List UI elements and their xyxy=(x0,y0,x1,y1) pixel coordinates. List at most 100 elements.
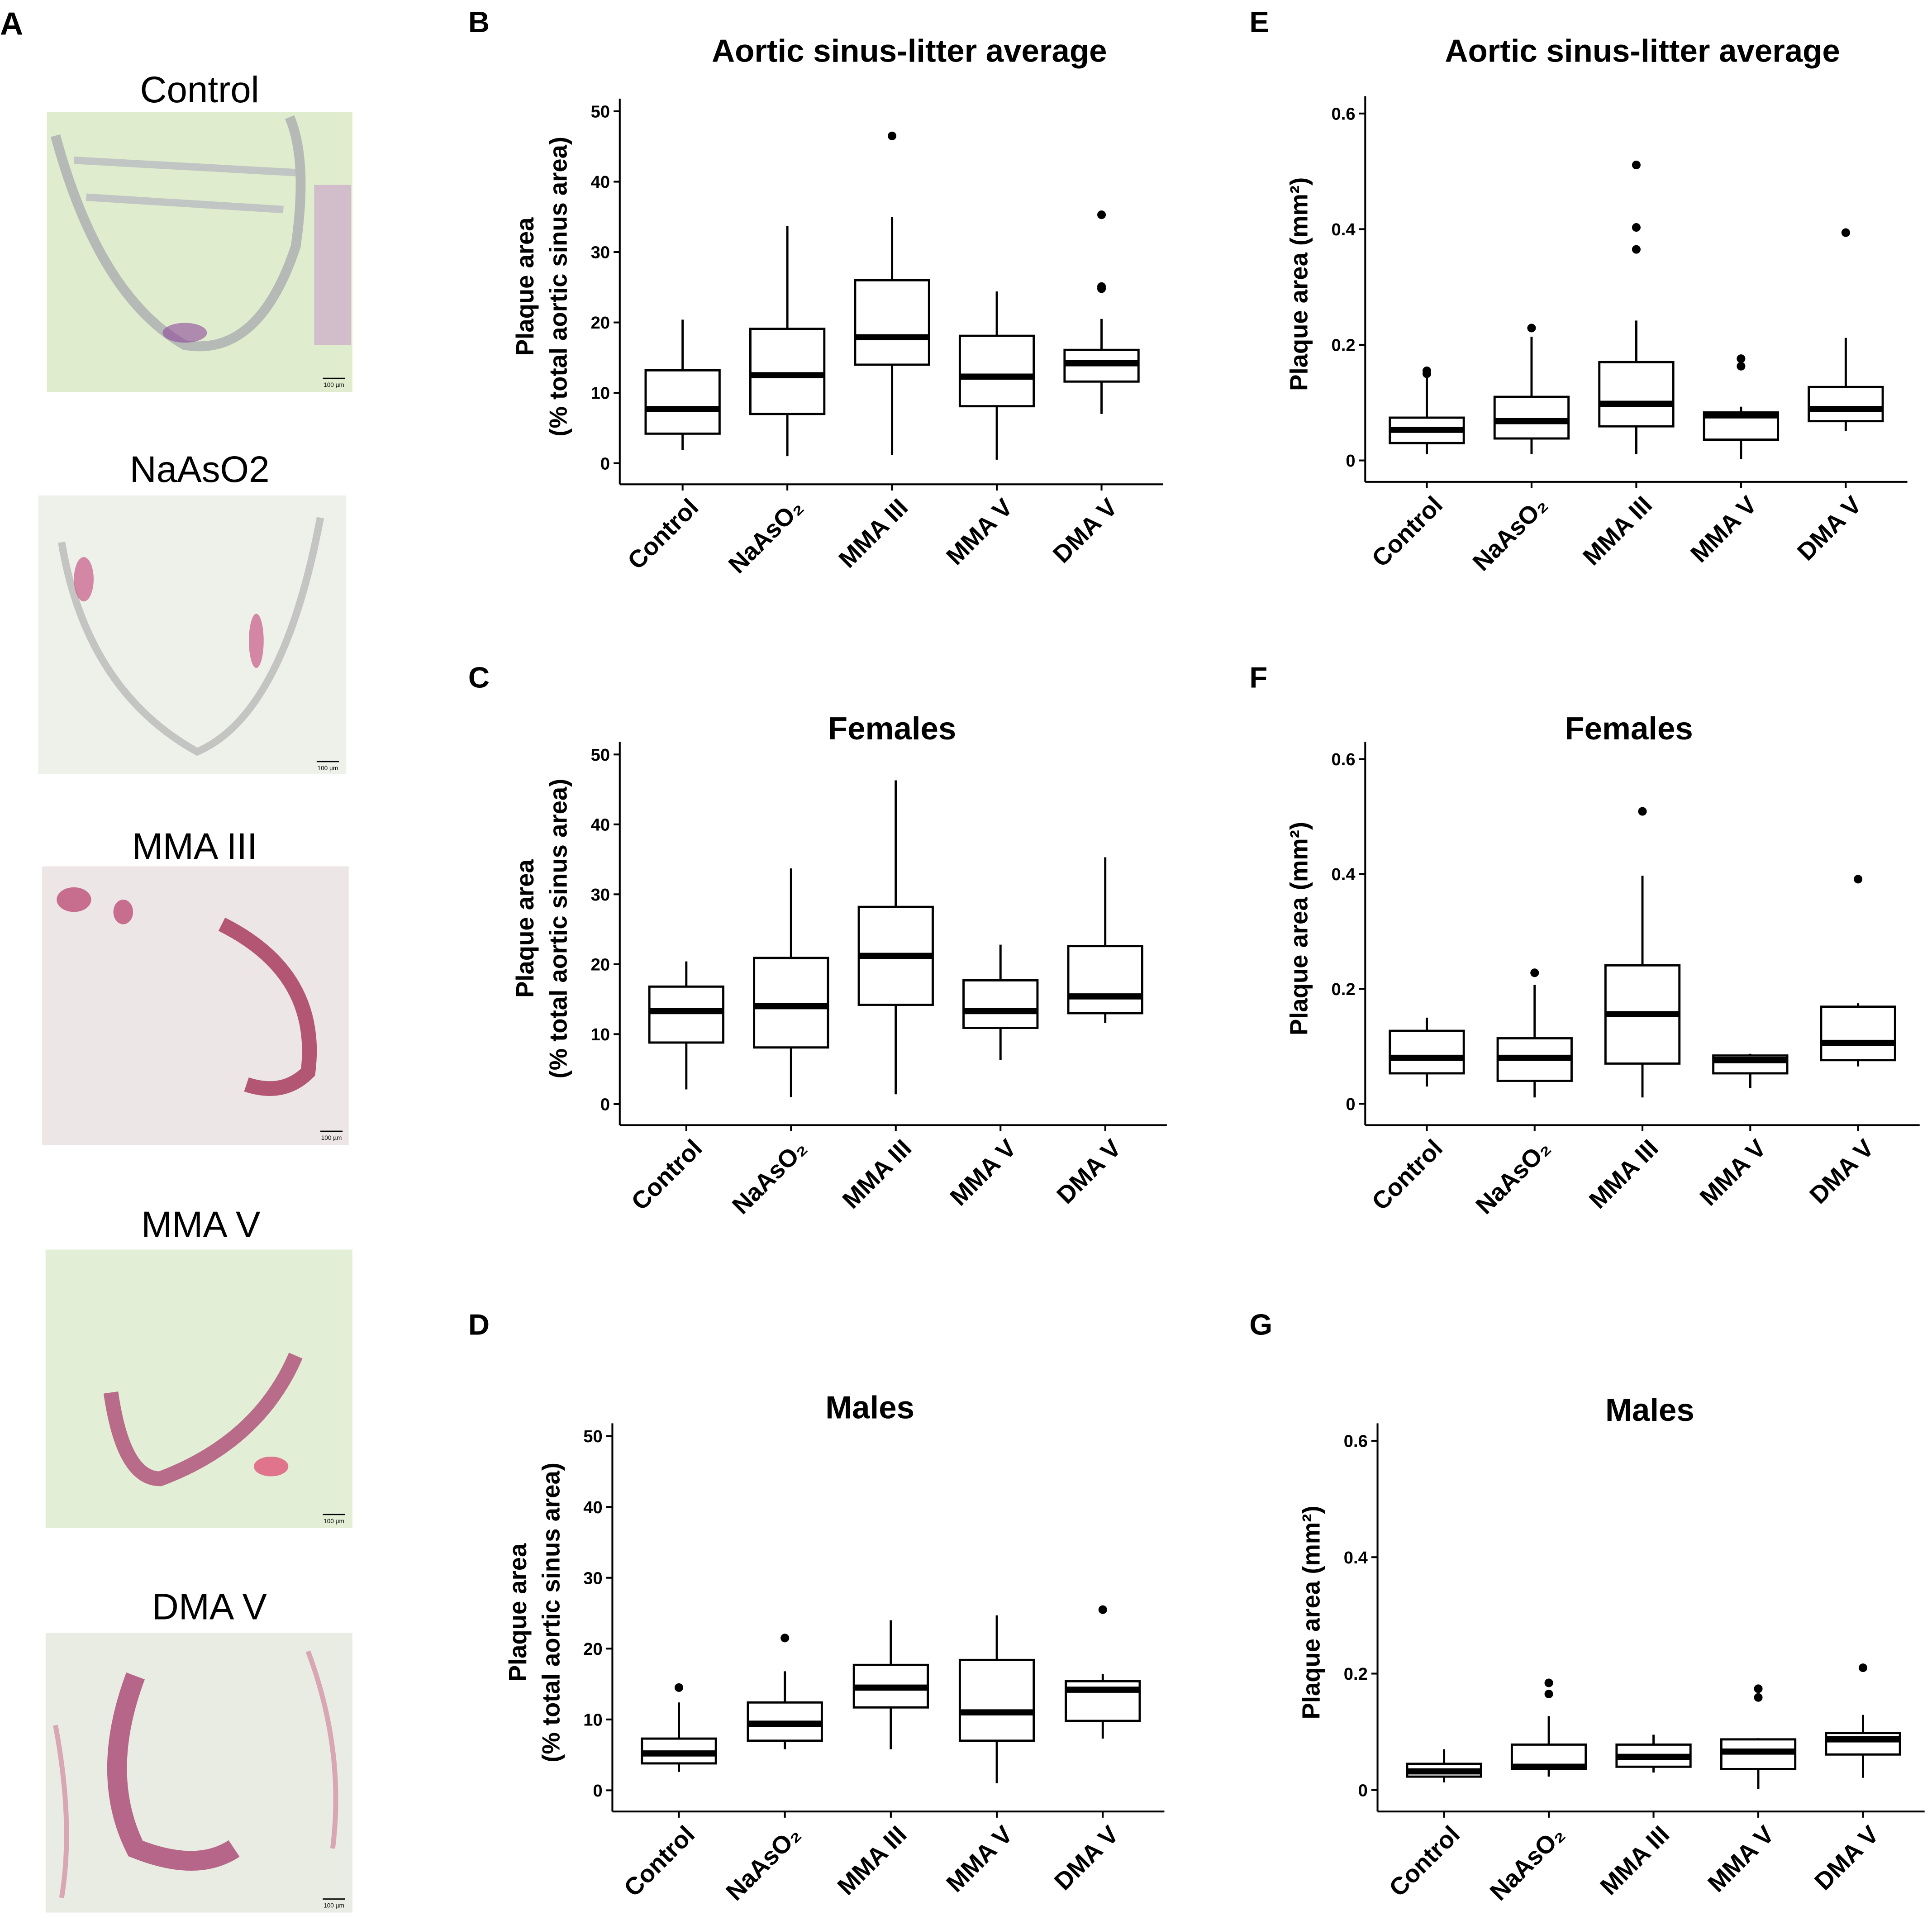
image-title: Control xyxy=(140,69,259,110)
scale-bar-label: 100 µm xyxy=(324,1518,344,1525)
box xyxy=(1598,361,1675,428)
y-tick-label: 0.6 xyxy=(1332,750,1356,769)
y-tick-label: 0 xyxy=(1358,1781,1368,1800)
micrograph xyxy=(45,1633,352,1913)
y-tick-label: 0.2 xyxy=(1332,980,1356,999)
box xyxy=(753,957,829,1049)
box xyxy=(962,979,1039,1029)
x-tick-label: MMA V xyxy=(941,1820,1018,1897)
panel-label: D xyxy=(468,1308,490,1341)
x-tick-label: MMA III xyxy=(1595,1820,1675,1900)
y-tick-label: 40 xyxy=(591,815,610,834)
y-tick-label: 0.2 xyxy=(1332,336,1356,355)
outlier xyxy=(1841,228,1850,237)
chart-title: Females xyxy=(828,711,956,747)
y-axis-label: Plaque area xyxy=(511,217,539,356)
x-tick-label: DMA V xyxy=(1792,491,1867,566)
scale-bar-label: 100 µm xyxy=(318,765,338,772)
panel-label: C xyxy=(468,661,490,694)
y-tick-label: 0 xyxy=(600,454,610,473)
x-tick-label: Control xyxy=(619,1820,700,1902)
panel-label: B xyxy=(468,5,490,38)
chart-title: Males xyxy=(825,1390,914,1426)
x-tick-label: DMA V xyxy=(1049,1820,1124,1896)
image-title: MMA V xyxy=(141,1204,261,1245)
chart-title: Females xyxy=(1565,711,1693,747)
stain xyxy=(249,614,264,668)
stain xyxy=(218,917,317,1096)
chart-title: Aortic sinus-litter average xyxy=(1445,33,1840,69)
outlier xyxy=(1737,362,1746,371)
box xyxy=(749,328,826,415)
y-axis-label: (% total aortic sinus area) xyxy=(537,1463,565,1763)
y-tick-label: 0.4 xyxy=(1344,1548,1368,1567)
outlier xyxy=(1854,875,1863,884)
stain xyxy=(314,185,352,345)
y-tick-label: 20 xyxy=(591,955,610,974)
y-axis-label: (% total aortic sinus area) xyxy=(545,779,572,1079)
y-tick-label: 0 xyxy=(600,1095,610,1115)
stain xyxy=(74,557,94,602)
x-tick-label: DMA V xyxy=(1804,1134,1879,1209)
x-tick-label: MMA III xyxy=(833,493,913,573)
x-tick-label: NaAsO₂ xyxy=(723,493,809,579)
stain xyxy=(253,1456,289,1477)
box xyxy=(1825,1732,1901,1756)
y-tick-label: 0.4 xyxy=(1332,220,1356,239)
box xyxy=(1493,395,1570,440)
x-tick-label: MMA V xyxy=(1703,1820,1780,1897)
outlier xyxy=(1632,161,1641,170)
x-tick-label: Control xyxy=(1384,1820,1465,1902)
box xyxy=(1808,386,1884,423)
y-tick-label: 0 xyxy=(593,1781,602,1801)
outlier xyxy=(1737,354,1746,363)
y-tick-label: 40 xyxy=(591,172,610,192)
x-tick-label: MMA III xyxy=(837,1134,917,1214)
chart-title: Males xyxy=(1605,1392,1694,1428)
outlier xyxy=(1754,1684,1763,1693)
x-tick-label: Control xyxy=(1366,1134,1448,1215)
x-tick-label: Control xyxy=(626,1134,707,1215)
panel-label: G xyxy=(1249,1308,1272,1341)
x-tick-label: NaAsO₂ xyxy=(1470,1134,1556,1220)
x-tick-label: Control xyxy=(1366,491,1448,572)
tissue xyxy=(73,156,296,214)
y-tick-label: 0.4 xyxy=(1332,865,1356,884)
chart-title: Aortic sinus-litter average xyxy=(712,33,1107,69)
box xyxy=(854,279,930,366)
panel-label: A xyxy=(0,6,23,42)
x-tick-label: NaAsO₂ xyxy=(721,1820,806,1906)
outlier xyxy=(1097,210,1106,219)
scale-bar-label: 100 µm xyxy=(324,381,344,388)
scale-bar-label: 100 µm xyxy=(321,1134,342,1141)
y-tick-label: 10 xyxy=(591,1025,610,1044)
y-tick-label: 30 xyxy=(583,1568,602,1588)
outlier xyxy=(1422,366,1432,376)
panel-label: F xyxy=(1249,661,1267,694)
outlier xyxy=(674,1683,684,1692)
outlier xyxy=(1638,807,1647,816)
outlier xyxy=(1544,1689,1553,1699)
y-tick-label: 30 xyxy=(591,885,610,905)
x-tick-label: MMA V xyxy=(941,493,1018,570)
outlier xyxy=(888,131,897,140)
y-tick-label: 10 xyxy=(591,384,610,403)
y-tick-label: 20 xyxy=(583,1639,602,1659)
tissue xyxy=(58,517,324,756)
y-tick-label: 50 xyxy=(591,102,610,122)
micrograph xyxy=(45,1249,352,1528)
box xyxy=(1820,1005,1896,1062)
x-tick-label: Control xyxy=(622,493,704,575)
stain xyxy=(103,1353,303,1486)
box xyxy=(958,1658,1035,1742)
panel-label: E xyxy=(1249,5,1269,38)
outlier xyxy=(780,1634,790,1643)
x-tick-label: MMA V xyxy=(1694,1134,1771,1211)
outlier xyxy=(1544,1678,1553,1687)
outlier xyxy=(1098,1605,1107,1614)
y-tick-label: 50 xyxy=(583,1427,602,1446)
y-axis-label: Plaque area (mm²) xyxy=(1285,822,1313,1035)
micrograph-panel: Control 100 µm NaAsO2 100 µm MMA III 100… xyxy=(38,69,352,1913)
x-tick-label: MMA V xyxy=(945,1134,1022,1211)
